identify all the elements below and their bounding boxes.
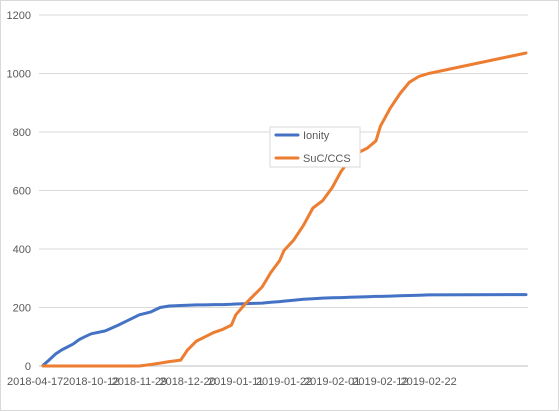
y-tick-label: 800 — [13, 127, 31, 139]
legend: Ionity SuC/CCS — [269, 126, 361, 168]
series-line-ionity — [41, 293, 528, 367]
legend-label-suc-ccs: SuC/CCS — [303, 153, 351, 165]
y-tick-label: 200 — [13, 303, 31, 315]
x-tick-label: 2018-10-12 — [63, 376, 119, 388]
series-line-suc-ccs — [41, 51, 528, 368]
y-tick-label: 600 — [13, 186, 31, 198]
x-tick-label: 2018-11-29 — [112, 376, 167, 388]
y-tick-label: 0 — [25, 361, 31, 373]
x-tick-label: 2019-01-22 — [256, 376, 312, 388]
gridlines — [39, 14, 528, 308]
x-tick-label: 2019-02-12 — [352, 376, 408, 388]
x-tick-label: 2018-04-17 — [7, 376, 63, 388]
y-tick-label: 1200 — [7, 10, 31, 22]
legend-label-ionity: Ionity — [303, 130, 330, 142]
y-tick-label: 1000 — [7, 69, 31, 81]
y-tick-label: 400 — [13, 244, 31, 256]
x-tick-label: 2019-02-01 — [304, 376, 360, 388]
x-tick-label: 2019-02-22 — [400, 376, 456, 388]
x-tick-label: 2018-12-20 — [159, 376, 215, 388]
axes: 0 200 400 600 800 1000 1200 2018-04-17 2018-10-1… — [7, 10, 528, 388]
x-tick-label: 2019-01-11 — [208, 376, 263, 388]
series-lines — [41, 51, 528, 368]
